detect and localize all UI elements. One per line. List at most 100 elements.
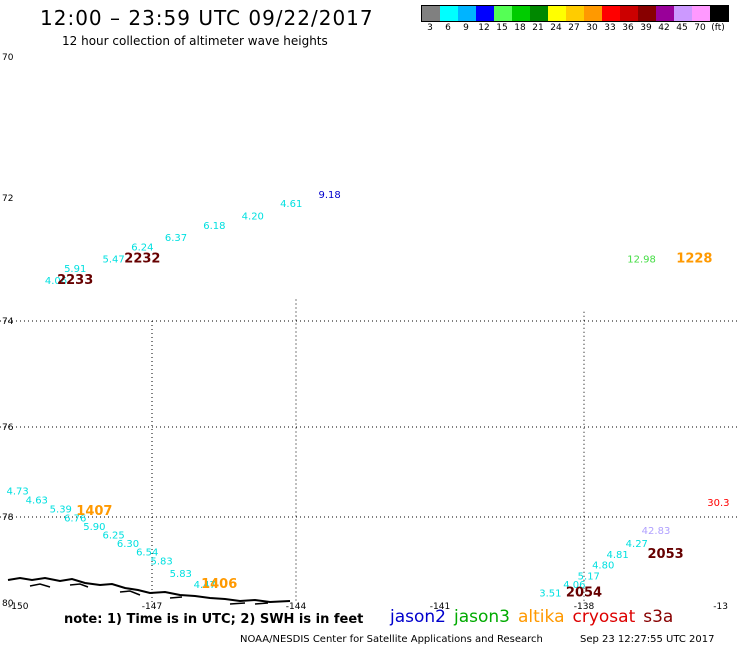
wave-height-label: 4.06: [563, 580, 585, 591]
legend-label: 39: [640, 23, 652, 33]
lat-lon-grid: [0, 299, 740, 603]
legend-label: 36: [622, 23, 634, 33]
wave-height-label: 5.39: [50, 505, 72, 516]
lat-tick-label: 80: [2, 599, 14, 609]
legend-label: 9: [463, 23, 469, 33]
legend-swatch: [548, 6, 566, 21]
legend-swatch: [710, 6, 728, 21]
legend-label: 15: [496, 23, 508, 33]
wave-height-label: 4.27: [626, 539, 648, 550]
satellite-name: cryosat: [572, 607, 636, 627]
pass-time-label: 2053: [648, 547, 684, 562]
coastline: [7, 576, 291, 605]
legend-label: 6: [445, 23, 451, 33]
legend-swatch: [422, 6, 440, 21]
legend-label: 27: [568, 23, 580, 33]
color-legend: 3 6 9 12 15 18 21 24 27 30 33 36 39 42 45 70 (ft): [421, 5, 729, 34]
legend-swatch: [494, 6, 512, 21]
wave-height-label: 4.47: [194, 580, 216, 591]
wave-height-label: 6.25: [102, 531, 124, 542]
wave-height-label: 5.17: [578, 571, 600, 582]
data-marks: 4.065.915.476.246.376.184.204.619.1812.9…: [6, 190, 729, 601]
satellite-name: jason2: [390, 607, 446, 627]
wave-height-label: 5.91: [64, 264, 86, 275]
wave-height-label: 3.51: [539, 589, 561, 600]
legend-label: (ft): [711, 23, 725, 33]
lon-tick-label: -147: [142, 602, 162, 610]
legend-label: 21: [532, 23, 544, 33]
lon-tick-label: -141: [430, 602, 450, 610]
wave-height-label: 4.63: [26, 496, 48, 507]
legend-label: 42: [658, 23, 670, 33]
legend-swatch: [440, 6, 458, 21]
lat-tick-label: 76: [2, 423, 14, 433]
pass-time-label: 2233: [57, 273, 93, 288]
wave-height-label: 4.80: [592, 561, 614, 572]
wave-height-label: 5.47: [102, 255, 124, 266]
wave-height-label: 6.37: [165, 233, 187, 244]
wave-height-label: 6.18: [203, 221, 225, 232]
wave-height-label: 30.3: [707, 498, 729, 509]
satellite-legend: jason2 jason3 altika cryosat s3a: [390, 607, 681, 627]
wave-height-label: 5.90: [83, 522, 105, 533]
wave-height-label: 5.83: [150, 556, 172, 567]
legend-swatch: [656, 6, 674, 21]
lat-tick-label: 74: [2, 317, 14, 327]
map-subtitle: 12 hour collection of altimeter wave hei…: [62, 34, 328, 48]
wave-height-label: 12.98: [627, 255, 656, 266]
wave-height-label: 4.61: [280, 199, 302, 210]
legend-swatches: [421, 5, 729, 22]
wave-height-label: 9.18: [318, 190, 340, 201]
wave-height-label: 4.73: [6, 487, 28, 498]
axis-ticks: 80 78 76 74 72 70 -150 -147 -144 -141 -138 -13: [2, 53, 728, 610]
wave-height-label: 6.76: [64, 513, 86, 524]
legend-label: 3: [427, 23, 433, 33]
wave-height-label: 4.06: [45, 276, 67, 287]
lat-tick-label: 78: [2, 513, 14, 523]
wave-height-label: 42.83: [642, 526, 671, 537]
legend-label: 33: [604, 23, 616, 33]
legend-swatch: [458, 6, 476, 21]
legend-swatch: [692, 6, 710, 21]
lat-tick-label: 70: [2, 53, 14, 63]
pass-time-label: 2232: [124, 252, 160, 267]
lon-tick-label: -144: [286, 602, 307, 610]
legend-swatch: [674, 6, 692, 21]
legend-label: 70: [694, 23, 706, 33]
wave-height-label: 6.30: [117, 539, 139, 550]
wave-height-label: 6.54: [136, 548, 158, 559]
pass-time-label: 1407: [76, 504, 112, 519]
lon-tick-label: -138: [574, 602, 595, 610]
pass-time-label: 1406: [201, 577, 237, 592]
pass-time-label: 2054: [566, 586, 602, 601]
legend-labels: 3 6 9 12 15 18 21 24 27 30 33 36 39 42 45 70 (ft): [421, 22, 729, 34]
legend-swatch: [512, 6, 530, 21]
wave-height-label: 4.81: [606, 550, 628, 561]
units-note: note: 1) Time is in UTC; 2) SWH is in fe…: [64, 612, 364, 627]
satellite-name: altika: [518, 607, 565, 627]
legend-swatch: [638, 6, 656, 21]
legend-swatch: [584, 6, 602, 21]
legend-swatch: [620, 6, 638, 21]
legend-label: 30: [586, 23, 598, 33]
wave-height-label: 6.24: [131, 242, 153, 253]
legend-label: 12: [478, 23, 490, 33]
legend-label: 45: [676, 23, 688, 33]
credit-text: NOAA/NESDIS Center for Satellite Applica…: [240, 634, 543, 645]
legend-label: 18: [514, 23, 526, 33]
wave-height-label: 5.83: [170, 569, 192, 580]
generated-timestamp: Sep 23 12:27:55 UTC 2017: [580, 634, 715, 645]
legend-swatch: [566, 6, 584, 21]
legend-swatch: [530, 6, 548, 21]
legend-swatch: [476, 6, 494, 21]
wave-height-label: 4.20: [242, 212, 264, 223]
wave-height-map: 80 78 76 74 72 70 -150 -147 -144 -141 -138 -13 4.06…: [0, 53, 740, 610]
satellite-name: jason3: [454, 607, 510, 627]
satellite-name: s3a: [643, 607, 674, 627]
legend-swatch: [602, 6, 620, 21]
legend-label: 24: [550, 23, 562, 33]
lon-tick-label: -13: [713, 602, 728, 610]
lon-tick-label: -150: [8, 602, 29, 610]
pass-time-label: 1228: [676, 252, 712, 267]
map-title: 12:00 – 23:59 UTC 09/22/2017: [40, 6, 374, 30]
